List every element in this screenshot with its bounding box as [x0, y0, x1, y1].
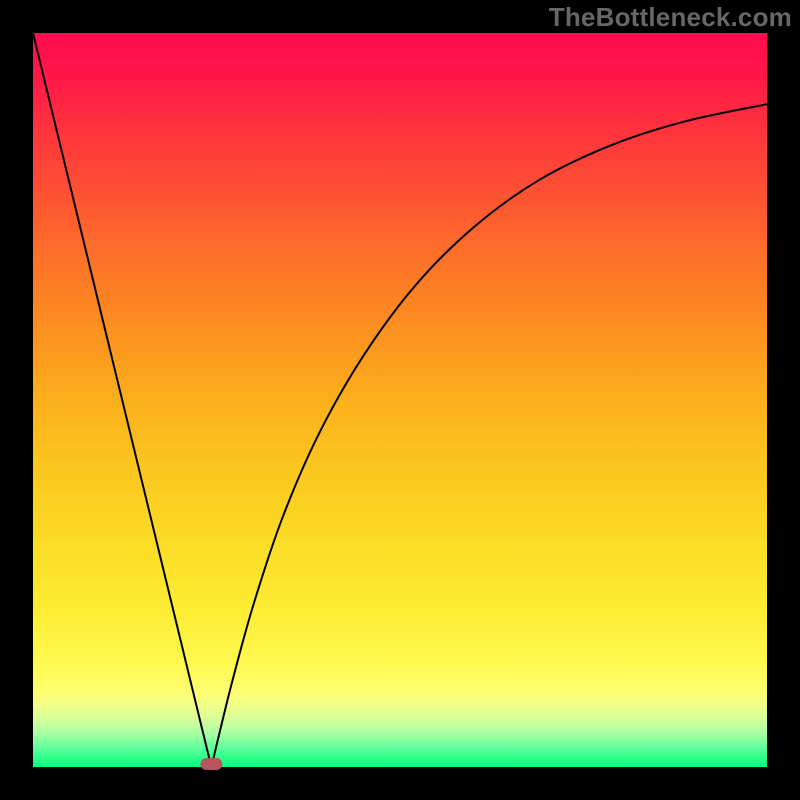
watermark-text: TheBottleneck.com [549, 2, 792, 33]
bottleneck-chart: TheBottleneck.com [0, 0, 800, 800]
plot-background [33, 33, 767, 767]
border-right [767, 0, 800, 800]
border-left [0, 0, 33, 800]
border-bottom [0, 767, 800, 800]
chart-svg [0, 0, 800, 800]
optimal-point-marker [200, 758, 222, 770]
